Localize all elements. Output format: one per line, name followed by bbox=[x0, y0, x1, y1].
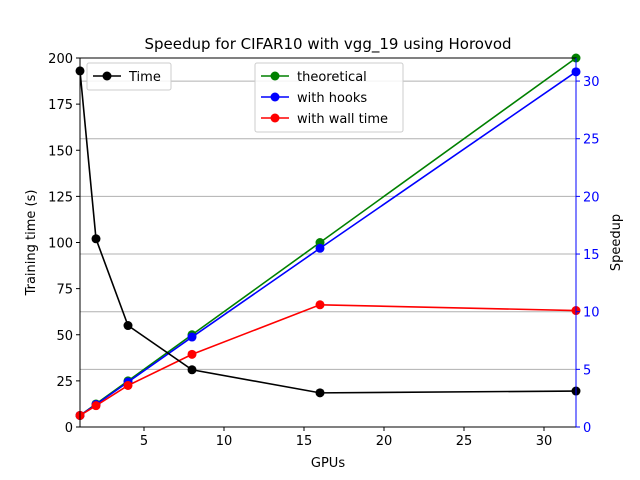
x-tick-label: 10 bbox=[216, 434, 233, 449]
chart-title: Speedup for CIFAR10 with vgg_19 using Ho… bbox=[144, 35, 511, 54]
x-axis-label: GPUs bbox=[311, 456, 345, 471]
legend-marker-with-hooks bbox=[270, 92, 280, 102]
y-left-tick-label: 150 bbox=[48, 144, 73, 159]
y-right-tick-label: 0 bbox=[583, 421, 591, 436]
y-axis-label-left: Training time (s) bbox=[24, 190, 39, 297]
y-left-tick-label: 25 bbox=[56, 375, 73, 390]
y-left-tick-label: 200 bbox=[48, 52, 73, 67]
data-point-with-wall-time bbox=[315, 300, 325, 310]
data-point-with-hooks bbox=[187, 332, 197, 342]
y-right-tick-label: 30 bbox=[583, 75, 600, 90]
y-left-tick-label: 75 bbox=[56, 283, 73, 298]
series-line-with-wall-time bbox=[79, 303, 577, 417]
y-axis-label-right: Speedup bbox=[609, 214, 624, 271]
y-left-tick-label: 125 bbox=[48, 190, 73, 205]
y-right-tick-label: 15 bbox=[583, 248, 600, 263]
legend-label-with-hooks: with hooks bbox=[297, 91, 367, 106]
legend-marker-theoretical bbox=[270, 71, 280, 81]
data-point-time bbox=[187, 365, 197, 375]
x-tick-label: 15 bbox=[296, 434, 313, 449]
legend-label-with-wall-time: with wall time bbox=[297, 112, 388, 127]
y-left-tick-label: 175 bbox=[48, 98, 73, 113]
y-right-tick-label: 25 bbox=[583, 133, 600, 148]
data-point-with-wall-time bbox=[187, 349, 197, 359]
y-left-tick-label: 0 bbox=[65, 421, 73, 436]
legend-time: Time bbox=[86, 62, 172, 91]
data-point-time bbox=[91, 234, 101, 244]
data-point-with-wall-time bbox=[91, 401, 101, 411]
data-point-time bbox=[315, 388, 325, 398]
legend-label-time: Time bbox=[128, 70, 161, 85]
legend-box bbox=[86, 62, 172, 91]
y-right-tick-label: 20 bbox=[583, 190, 600, 205]
legend-speedup: theoretical with hooks with wall time bbox=[254, 62, 404, 133]
y-right-tick-label: 10 bbox=[583, 306, 600, 321]
legend-box bbox=[254, 62, 404, 133]
legend-marker-time bbox=[102, 71, 112, 81]
x-tick-label: 25 bbox=[456, 434, 473, 449]
x-tick-label: 20 bbox=[376, 434, 393, 449]
plot-series bbox=[75, 53, 581, 420]
y-left-tick-label: 100 bbox=[48, 237, 73, 252]
y-left-tick-label: 50 bbox=[56, 329, 73, 344]
data-point-time bbox=[123, 321, 133, 331]
series-line-time bbox=[79, 70, 577, 394]
y-right-tick-label: 5 bbox=[583, 363, 591, 378]
legend-marker-with-wall-time bbox=[270, 113, 280, 123]
legend-label-theoretical: theoretical bbox=[297, 70, 367, 85]
data-point-with-wall-time bbox=[123, 380, 133, 390]
x-tick-label: 5 bbox=[140, 434, 148, 449]
x-tick-label: 30 bbox=[536, 434, 553, 449]
data-point-with-hooks bbox=[315, 243, 325, 253]
axis-ticks: 5 10 15 20 25 30 0 25 50 75 100 125 150 175 200 0 5 10 15 2… bbox=[48, 52, 599, 449]
